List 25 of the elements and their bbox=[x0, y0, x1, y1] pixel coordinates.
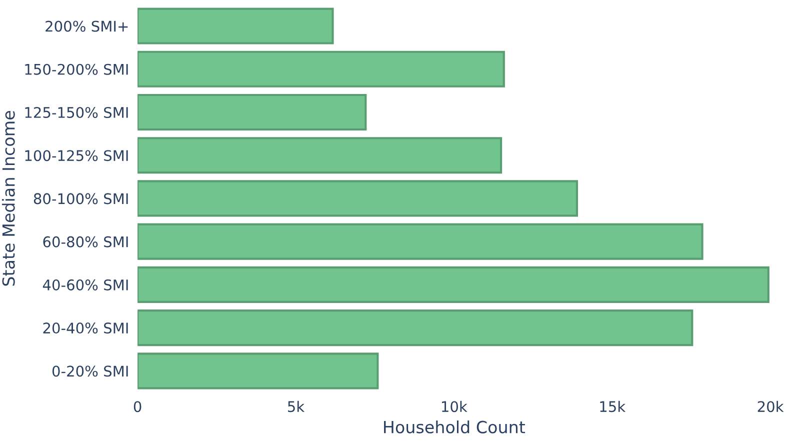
bar bbox=[138, 352, 379, 390]
y-tick-label: 100-125% SMI bbox=[25, 150, 128, 162]
x-tick-label: 15k bbox=[600, 400, 626, 412]
bar bbox=[138, 223, 704, 260]
y-tick-label: 0-20% SMI bbox=[52, 366, 128, 377]
x-axis-title: Household Count bbox=[384, 420, 526, 434]
y-tick-label: 150-200% SMI bbox=[25, 64, 128, 75]
bar bbox=[138, 137, 502, 174]
y-tick-label: 60-80% SMI bbox=[43, 236, 128, 248]
y-tick-label: 125-150% SMI bbox=[25, 106, 128, 118]
bar bbox=[138, 8, 334, 44]
bar bbox=[138, 266, 770, 303]
x-tick-label: 0 bbox=[134, 401, 142, 412]
y-tick-label: 80-100% SMI bbox=[34, 193, 128, 204]
y-tick-label: 200% SMI+ bbox=[46, 20, 128, 32]
bar bbox=[138, 180, 578, 217]
y-tick-label: 40-60% SMI bbox=[42, 279, 128, 290]
bar bbox=[138, 50, 505, 88]
x-tick-label: 10k bbox=[442, 400, 468, 412]
bar bbox=[138, 94, 367, 131]
y-tick-label: 20-40% SMI bbox=[43, 322, 128, 334]
x-tick-label: 5k bbox=[288, 400, 305, 412]
x-tick-label: 20k bbox=[758, 400, 784, 412]
y-axis-title: State Median Income bbox=[2, 111, 15, 286]
bar bbox=[138, 310, 694, 346]
